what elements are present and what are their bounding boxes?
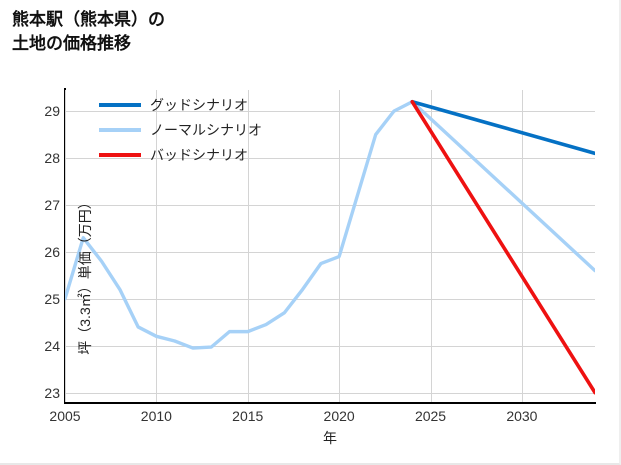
legend-swatch <box>99 128 141 132</box>
chart-legend: グッドシナリオ ノーマルシナリオ バッドシナリオ <box>99 96 262 164</box>
x-tick-label: 2010 <box>140 408 172 424</box>
x-axis-title: 年 <box>323 430 337 446</box>
x-tick-label: 2020 <box>323 408 355 424</box>
x-axis-tick-labels: 2005 2010 2015 2020 2025 2030 <box>49 408 595 430</box>
gridline-vertical <box>65 90 66 402</box>
legend-label: ノーマルシナリオ <box>150 122 262 138</box>
series-line <box>410 99 595 156</box>
y-axis-tick-labels: 23 24 25 26 27 28 29 <box>14 90 60 402</box>
chart-lines <box>65 99 595 395</box>
legend-item[interactable]: ノーマルシナリオ <box>99 121 262 139</box>
plot-area: グッドシナリオ ノーマルシナリオ バッドシナリオ 坪（3.3㎡）単価（万円） <box>65 90 595 402</box>
gridline-horizontal <box>65 111 595 113</box>
series-line <box>65 100 595 350</box>
x-axis-spine <box>64 402 596 404</box>
x-tick-label: 2015 <box>232 408 264 424</box>
gridline-horizontal <box>65 251 595 253</box>
gridline-horizontal <box>65 392 595 394</box>
gridline-vertical <box>247 90 249 402</box>
x-tick-label: 2025 <box>414 408 447 424</box>
legend-swatch <box>99 153 141 157</box>
series-line <box>410 99 595 395</box>
gridline-horizontal <box>65 298 595 300</box>
y-tick-label: 23 <box>44 384 60 401</box>
x-tick-label: 2005 <box>49 408 81 424</box>
gridline-vertical <box>521 90 523 402</box>
legend-item[interactable]: グッドシナリオ <box>99 96 262 114</box>
y-axis-title: 坪（3.3㎡）単価（万円） <box>77 195 93 355</box>
chart-title: 熊本駅（熊本県）の 土地の価格推移 <box>12 10 165 54</box>
legend-label: グッドシナリオ <box>150 97 248 113</box>
gridline-vertical <box>430 90 432 402</box>
gridline-vertical <box>156 90 158 402</box>
legend-item[interactable]: バッドシナリオ <box>99 146 262 164</box>
plot-background <box>65 90 595 402</box>
gridline-vertical <box>339 90 341 402</box>
y-tick-label: 29 <box>44 103 60 120</box>
x-tick-label: 2030 <box>506 408 538 424</box>
gridline-horizontal <box>65 158 595 160</box>
legend-swatch <box>99 103 141 107</box>
y-tick-label: 28 <box>44 150 60 167</box>
legend-label: バッドシナリオ <box>150 147 248 163</box>
y-tick-label: 27 <box>44 196 60 213</box>
y-tick-label: 26 <box>44 243 60 260</box>
y-tick-label: 24 <box>44 337 60 354</box>
y-tick-label: 25 <box>44 290 60 307</box>
gridline-horizontal <box>65 345 595 347</box>
gridline-horizontal <box>65 204 595 206</box>
